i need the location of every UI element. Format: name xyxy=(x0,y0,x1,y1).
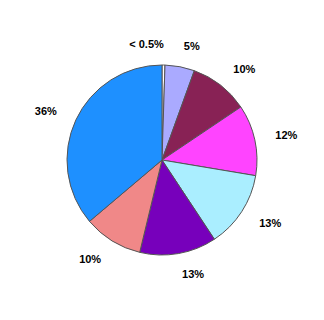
svg-text:36%: 36% xyxy=(35,105,57,117)
svg-text:< 0.5%: < 0.5% xyxy=(129,38,164,50)
svg-text:10%: 10% xyxy=(233,63,255,75)
svg-text:13%: 13% xyxy=(182,268,204,280)
svg-text:5%: 5% xyxy=(184,40,200,52)
svg-text:12%: 12% xyxy=(275,129,297,141)
svg-text:10%: 10% xyxy=(79,253,101,265)
svg-text:13%: 13% xyxy=(259,217,281,229)
